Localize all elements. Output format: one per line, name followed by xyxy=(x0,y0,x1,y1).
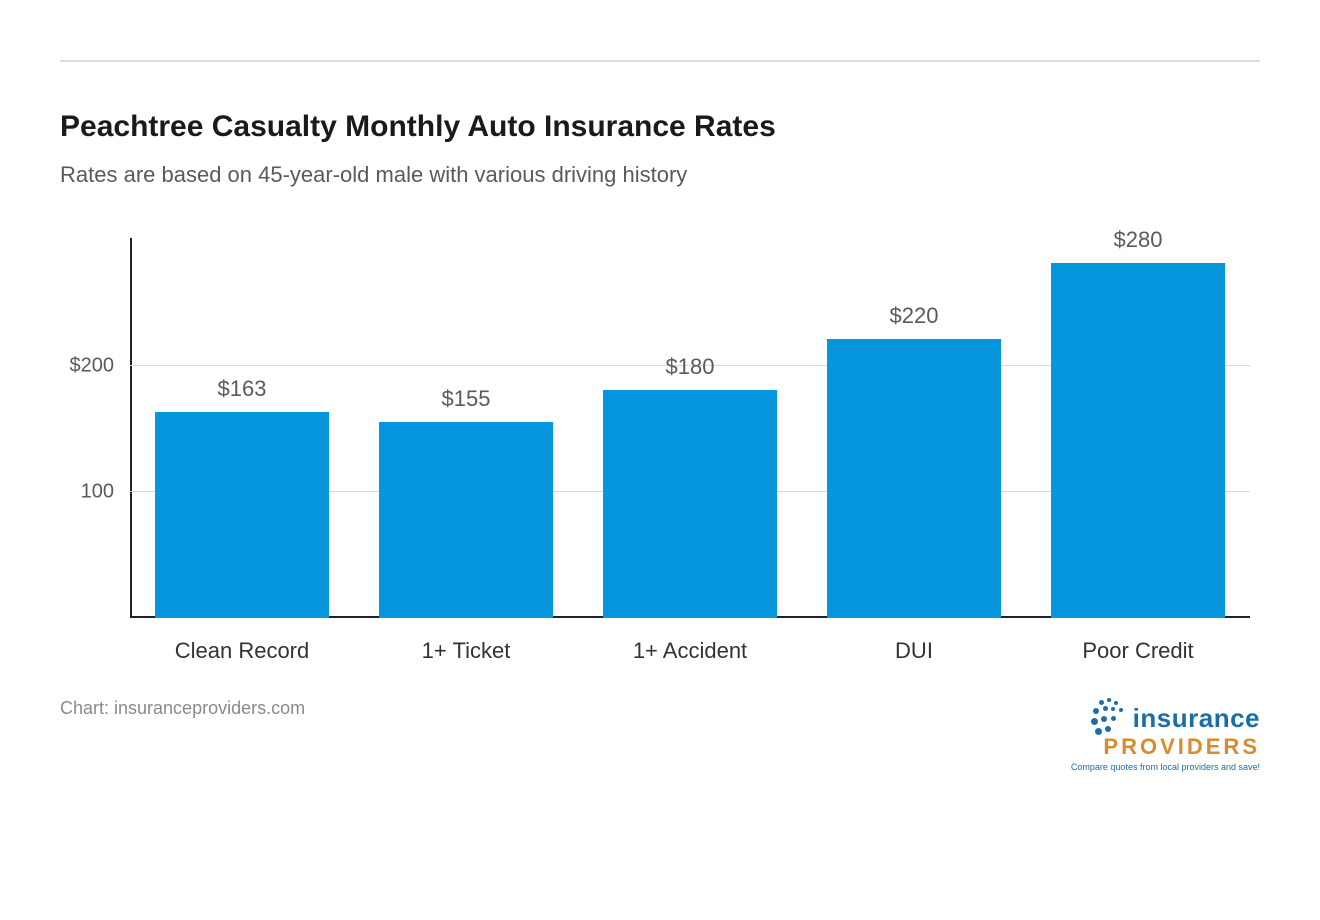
brand-tagline: Compare quotes from local providers and … xyxy=(1071,762,1260,772)
bar-slot: $180 xyxy=(578,238,802,618)
chart-footer: Chart: insuranceproviders.com insurance … xyxy=(60,698,1260,772)
chart-credit: Chart: insuranceproviders.com xyxy=(60,698,305,719)
x-axis-label: 1+ Accident xyxy=(578,628,802,668)
bar-value-label: $280 xyxy=(1114,227,1163,253)
plot-area: 100$200 $163$155$180$220$280 xyxy=(130,238,1250,618)
top-divider xyxy=(60,60,1260,62)
bar: $155 xyxy=(379,422,554,618)
x-axis-label: DUI xyxy=(802,628,1026,668)
y-tick-label: $200 xyxy=(70,354,115,377)
bar-slot: $163 xyxy=(130,238,354,618)
brand-dots-icon xyxy=(1089,698,1129,738)
brand-logo: insurance PROVIDERS Compare quotes from … xyxy=(1071,698,1260,772)
bar-slot: $155 xyxy=(354,238,578,618)
bar-value-label: $155 xyxy=(442,386,491,412)
x-axis-label: Poor Credit xyxy=(1026,628,1250,668)
chart-title: Peachtree Casualty Monthly Auto Insuranc… xyxy=(60,110,1260,144)
brand-word-insurance: insurance xyxy=(1133,703,1260,734)
chart-subtitle: Rates are based on 45-year-old male with… xyxy=(60,162,1260,188)
y-tick-label: 100 xyxy=(81,481,114,504)
bar-slot: $220 xyxy=(802,238,1026,618)
bar-slot: $280 xyxy=(1026,238,1250,618)
bar: $180 xyxy=(603,390,778,618)
bar: $280 xyxy=(1051,263,1226,618)
bar-chart: 100 $200 $163 $155 $180 $220 $280 Clean Recor… xyxy=(60,238,1260,668)
bar: $220 xyxy=(827,339,1002,618)
bars-container: $163 $155 $180 $220 $280 xyxy=(130,238,1250,618)
bar-value-label: $220 xyxy=(890,303,939,329)
bar-value-label: $180 xyxy=(666,354,715,380)
x-axis-label: 1+ Ticket xyxy=(354,628,578,668)
bar-value-label: $163 xyxy=(218,376,267,402)
x-axis-label: Clean Record xyxy=(130,628,354,668)
x-axis-labels: Clean Record1+ Ticket1+ AccidentDUIPoor … xyxy=(130,628,1250,668)
bar: $163 xyxy=(155,412,330,618)
